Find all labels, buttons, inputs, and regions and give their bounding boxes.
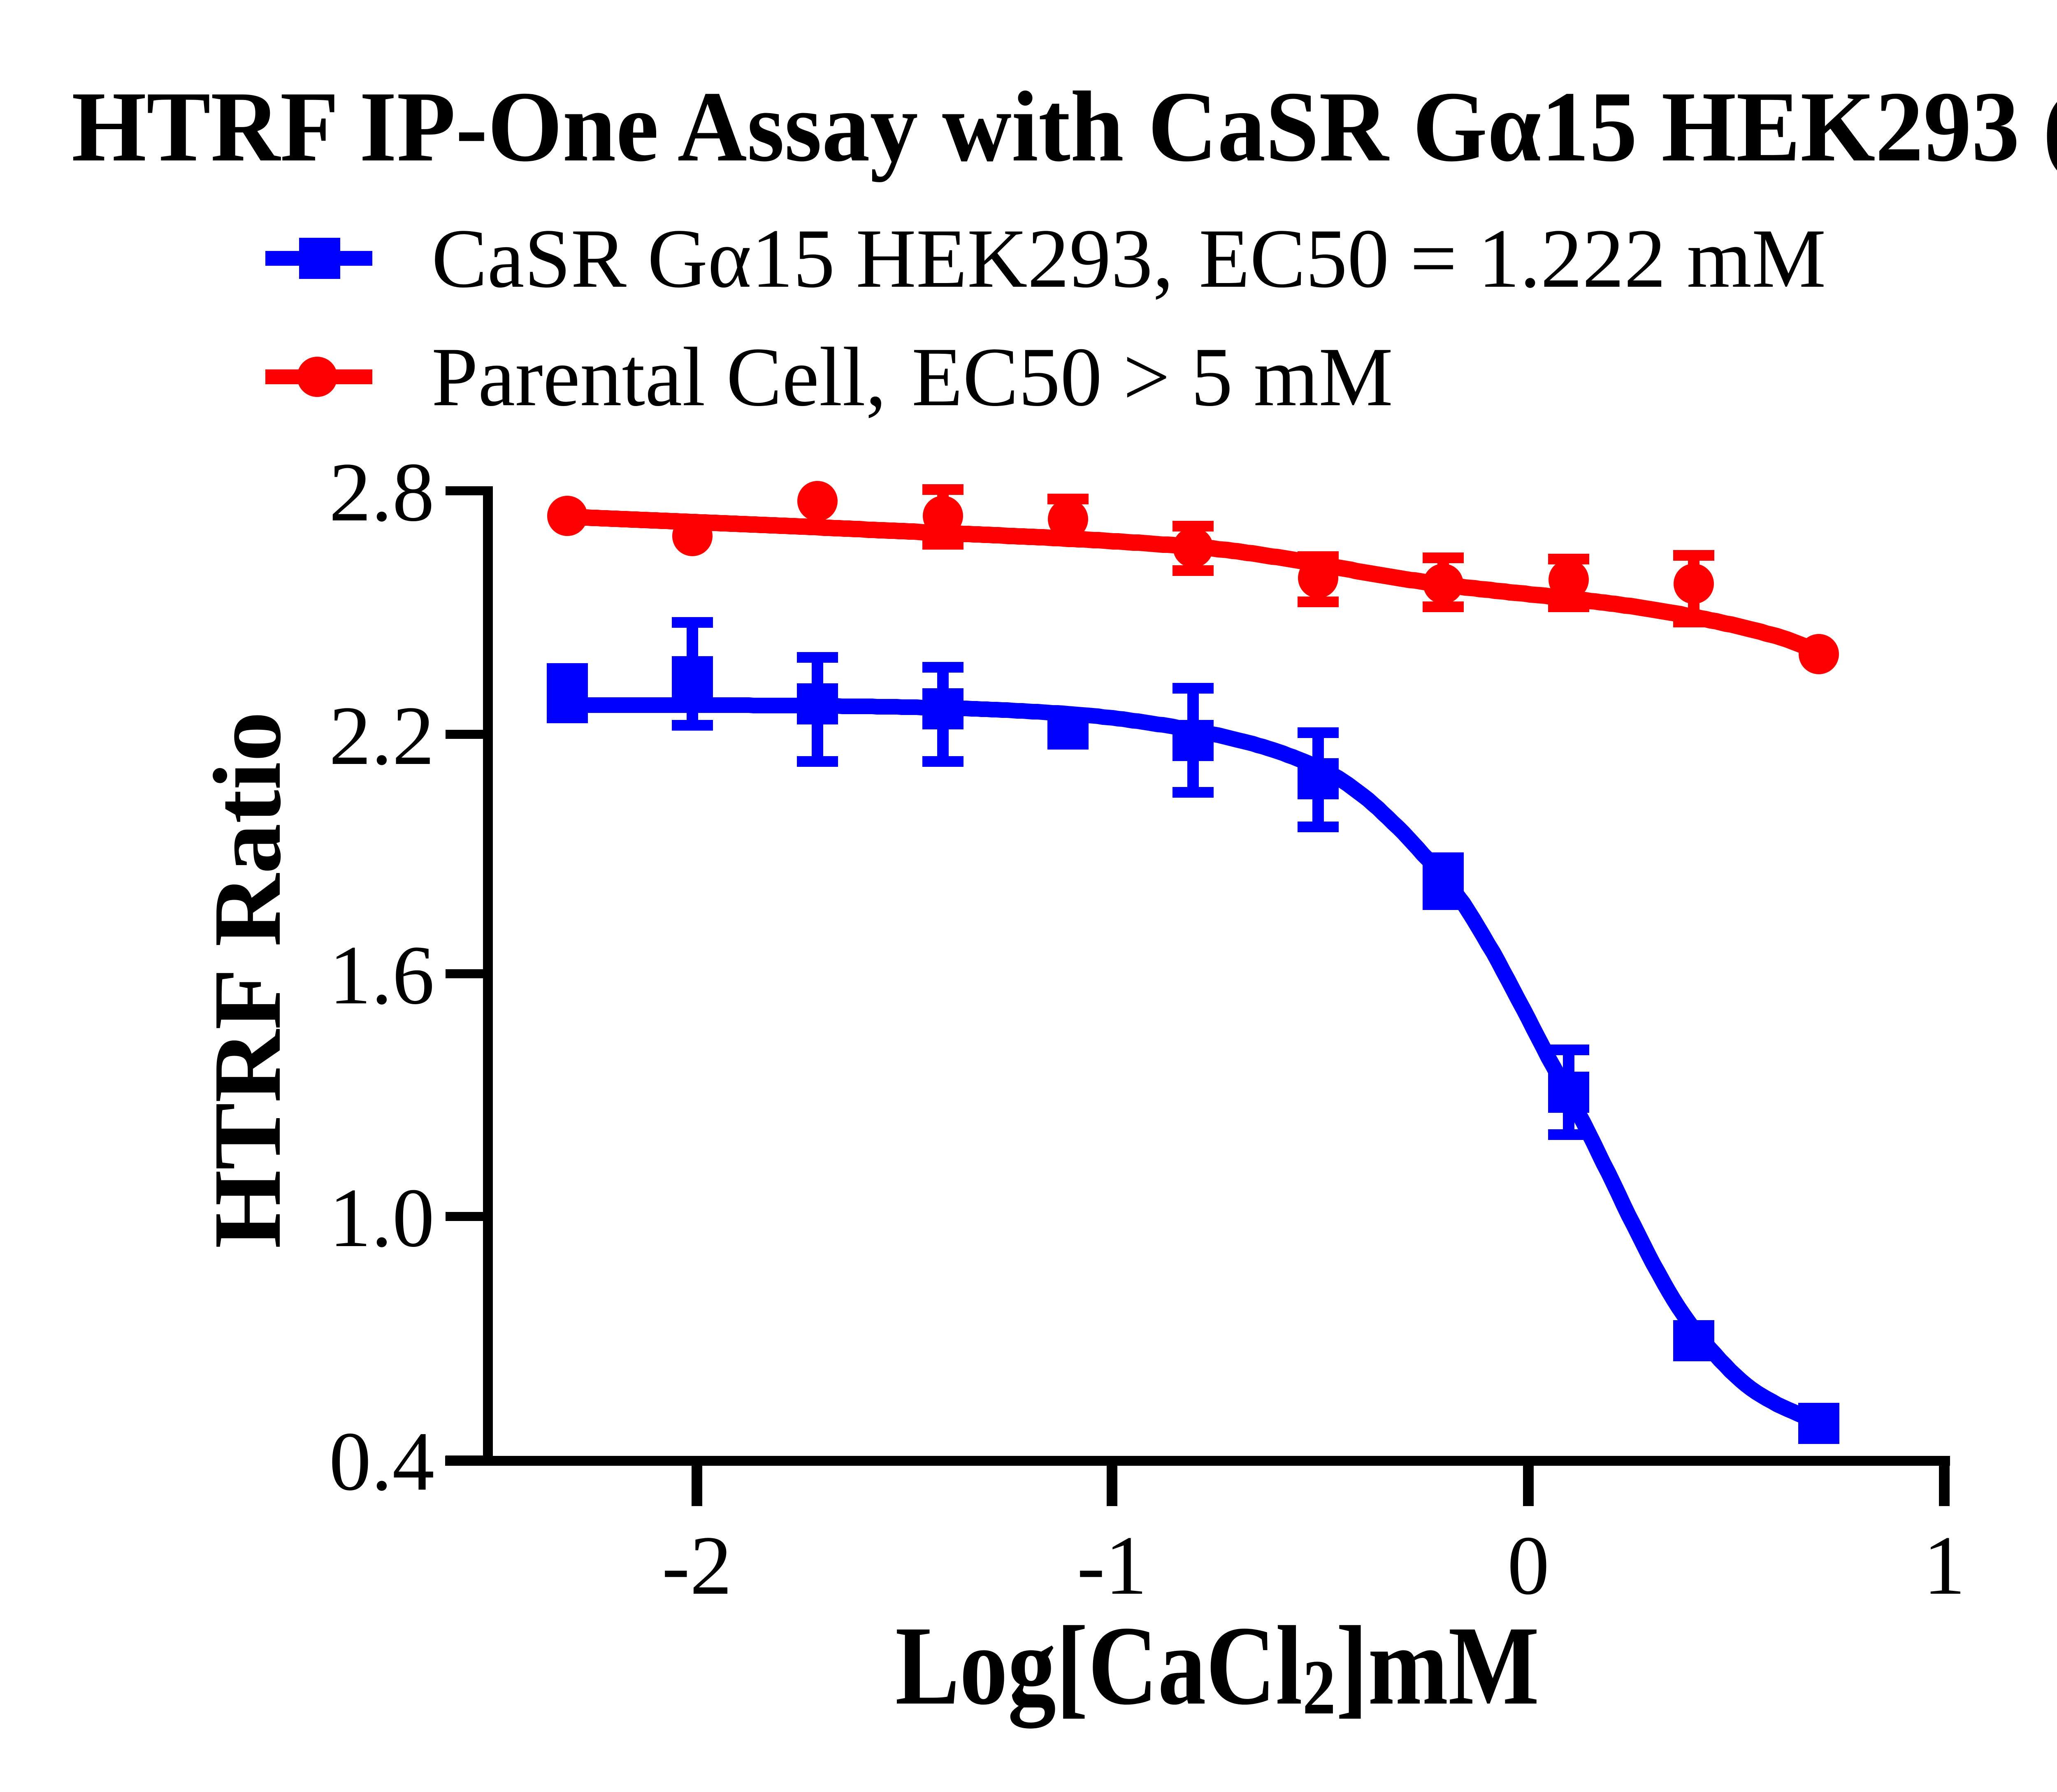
svg-text:HTRF Ratio: HTRF Ratio — [194, 711, 301, 1249]
svg-text:1: 1 — [1923, 1519, 1966, 1612]
svg-text:-2: -2 — [662, 1519, 732, 1612]
svg-text:1.0: 1.0 — [329, 1171, 434, 1265]
svg-text:2.2: 2.2 — [329, 689, 434, 782]
svg-text:CaSR Gα15 HEK293,EC50 = 1.222: CaSR Gα15 HEK293, EC50 = 1.222 mM — [432, 212, 1826, 305]
svg-text:HTRF IP-One Assay with CaSR Gα: HTRF IP-One Assay with CaSR Gα15 HEK293(… — [72, 71, 2057, 182]
svg-text:2.8: 2.8 — [329, 446, 434, 539]
svg-text:Log[CaCl2]mM: Log[CaCl2]mM — [895, 1603, 1539, 1731]
svg-text:-1: -1 — [1077, 1519, 1147, 1612]
svg-text:Parental Cell,EC50 > 5 mM: Parental Cell, EC50 > 5 mM — [432, 330, 1393, 424]
svg-text:1.6: 1.6 — [329, 928, 434, 1022]
svg-text:0.4: 0.4 — [329, 1415, 434, 1508]
svg-text:0: 0 — [1507, 1519, 1550, 1612]
